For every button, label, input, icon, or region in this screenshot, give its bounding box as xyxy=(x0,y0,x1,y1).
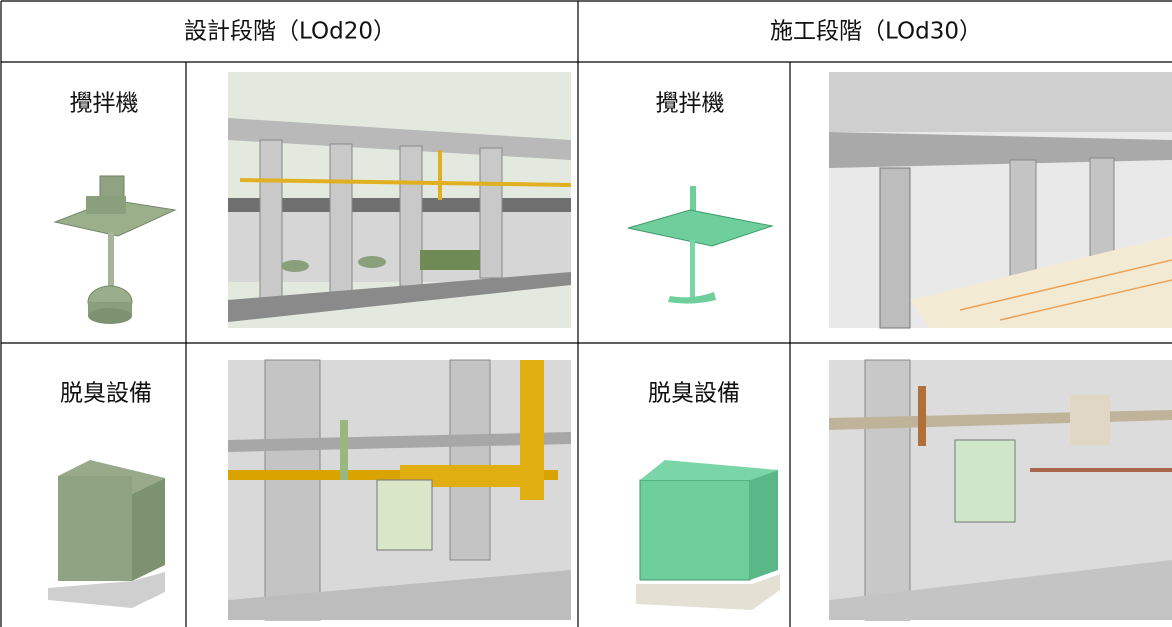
construction-mixer-scene-part xyxy=(829,132,1172,168)
design-mixer-scene-part xyxy=(399,145,423,287)
construction-mixer-model-part xyxy=(668,292,716,304)
construction-mixer-model-part xyxy=(690,186,696,222)
row-label: 脱臭設備 xyxy=(648,381,740,407)
header-cell: 設計段階（LOd20） xyxy=(184,19,396,45)
construction-mixer-scene-part xyxy=(879,167,911,329)
design-mixer-model-part xyxy=(108,232,114,292)
construction-deodorizer-scene-part xyxy=(829,560,1172,620)
design-mixer-scene-part xyxy=(358,256,386,268)
design-deodorizer-model-part xyxy=(48,572,165,608)
construction-mixer-scene xyxy=(829,72,1172,329)
construction-deodorizer-model-part xyxy=(750,470,778,580)
construction-mixer-scene-part xyxy=(999,279,1172,321)
design-deodorizer-model xyxy=(48,460,165,608)
construction-deodorizer-scene-part xyxy=(954,439,1016,523)
design-deodorizer-scene-part xyxy=(340,420,348,480)
row-label: 脱臭設備 xyxy=(60,381,152,407)
construction-mixer-scene-part xyxy=(959,259,1172,311)
design-mixer-scene-part xyxy=(239,178,572,187)
design-deodorizer-scene-part xyxy=(400,465,540,487)
construction-deodorizer-scene-part xyxy=(864,359,911,621)
design-mixer-scene-part xyxy=(479,147,503,279)
design-deodorizer-scene-part xyxy=(449,359,491,561)
construction-deodorizer-model-part xyxy=(636,574,780,610)
construction-deodorizer-model-part xyxy=(639,479,751,581)
construction-deodorizer-scene-part xyxy=(1070,395,1110,445)
design-mixer-scene-part xyxy=(420,250,480,270)
design-deodorizer-scene xyxy=(228,359,571,621)
construction-deodorizer-model xyxy=(636,460,780,610)
design-mixer-model-part xyxy=(86,196,126,214)
design-deodorizer-scene-part xyxy=(264,359,321,621)
construction-deodorizer-scene xyxy=(829,359,1172,621)
design-deodorizer-scene-part xyxy=(228,470,558,480)
construction-deodorizer-model-part xyxy=(640,460,778,480)
design-mixer-scene-part xyxy=(259,139,283,301)
construction-mixer-scene-part xyxy=(910,236,1172,328)
design-mixer-model-part xyxy=(88,308,132,324)
construction-mixer-scene-part xyxy=(829,72,1172,132)
design-deodorizer-model-part xyxy=(58,476,132,581)
design-mixer-model xyxy=(53,175,177,324)
design-mixer-scene xyxy=(228,72,572,328)
design-deodorizer-scene-part xyxy=(228,432,571,452)
construction-deodorizer-scene-part xyxy=(918,386,926,446)
design-mixer-scene-part xyxy=(228,272,571,322)
header-cell: 施工段階（LOd30） xyxy=(770,19,982,45)
design-mixer-scene-part xyxy=(281,260,309,272)
design-deodorizer-scene-part xyxy=(228,570,571,620)
row-label: 攪拌機 xyxy=(656,91,725,117)
row-label: 攪拌機 xyxy=(70,91,139,117)
design-mixer-scene-part xyxy=(329,143,353,295)
construction-mixer-model-part xyxy=(627,209,774,247)
construction-mixer-model xyxy=(627,186,774,304)
design-deodorizer-model-part xyxy=(132,478,165,581)
construction-mixer-model-part xyxy=(690,240,695,300)
design-deodorizer-scene-part xyxy=(376,479,433,551)
